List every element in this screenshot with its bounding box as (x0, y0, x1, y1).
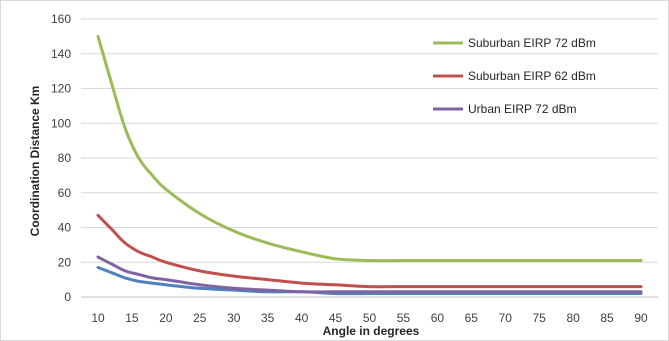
y-tick-label: 0 (64, 290, 71, 304)
x-tick-label: 70 (499, 311, 513, 325)
axes: 0 20 40 60 80 100 120 140 160 10 15 20 25 30 35 40 45 50 5… (51, 12, 658, 325)
y-tick-label: 60 (58, 186, 72, 200)
y-tick-label: 100 (51, 116, 71, 130)
x-axis-title: Angle in degrees (323, 324, 420, 338)
legend-label-1: Suburban EIRP 72 dBm (468, 36, 596, 50)
legend-label-2: Suburban EIRP 62 dBm (468, 69, 596, 83)
x-tick-label: 45 (329, 311, 343, 325)
y-tick-label: 40 (58, 221, 72, 235)
y-axis-title: Coordination Distance Km (28, 86, 42, 237)
y-tick-label: 140 (51, 47, 71, 61)
series-line-1 (96, 34, 643, 263)
x-tick-label: 85 (600, 311, 614, 325)
gridlines (81, 18, 658, 263)
y-tick-label: 80 (58, 151, 72, 165)
x-tick-label: 15 (125, 311, 139, 325)
series-line-3 (96, 255, 643, 294)
x-tick-label: 25 (193, 311, 207, 325)
y-tick-label: 20 (58, 255, 72, 269)
x-tick-label: 90 (634, 311, 648, 325)
legend: Suburban EIRP 72 dBm Suburban EIRP 62 dBm… (433, 36, 596, 116)
x-tick-label: 75 (533, 311, 547, 325)
y-tick-label: 160 (51, 12, 71, 26)
x-tick-label: 40 (295, 311, 309, 325)
x-tick-label: 35 (261, 311, 275, 325)
x-tick-label: 30 (227, 311, 241, 325)
y-tick-label: 120 (51, 82, 71, 96)
x-tick-label: 10 (91, 311, 105, 325)
series-line-2 (96, 213, 643, 289)
legend-label-3: Urban EIRP 72 dBm (468, 102, 577, 116)
x-tick-label: 60 (431, 311, 445, 325)
x-tick-label: 50 (363, 311, 377, 325)
x-tick-label: 20 (159, 311, 173, 325)
x-tick-label: 80 (566, 311, 580, 325)
series-lines (96, 34, 643, 296)
x-tick-label: 65 (465, 311, 479, 325)
x-tick-label: 55 (397, 311, 411, 325)
